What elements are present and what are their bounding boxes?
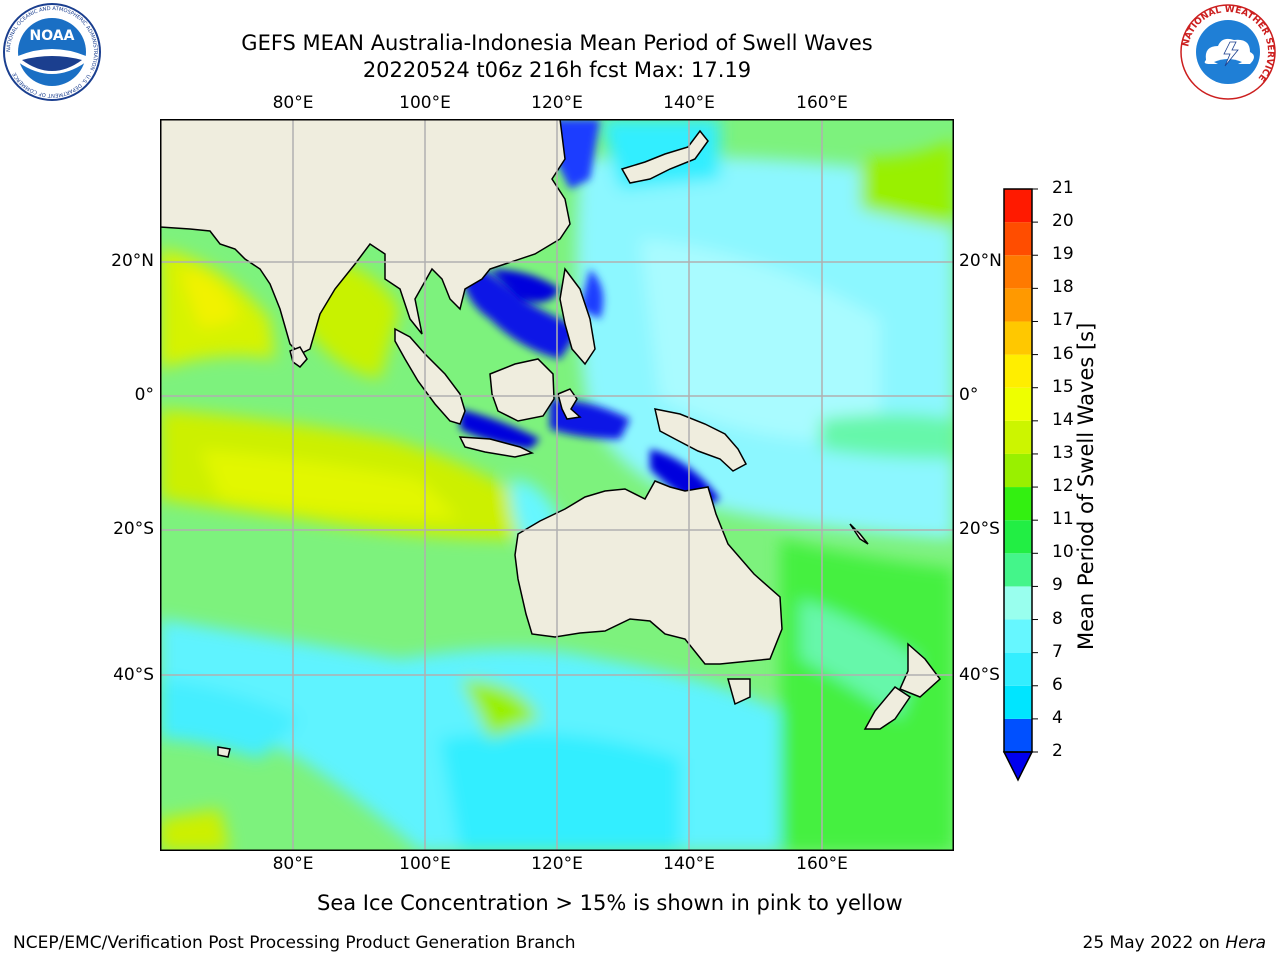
colorbar-swatch [1004,288,1032,322]
colorbar-level-label: 2 [1052,741,1063,761]
colorbar-swatch [1004,321,1032,355]
colorbar-swatch [1004,520,1032,554]
lat-tick-right-40s: 40°S [959,665,1000,685]
colorbar-swatch [1004,453,1032,488]
noaa-logo: NOAA NATIONAL OCEANIC AND ATMOSPHERIC AD… [2,2,102,102]
colorbar-level-label: 19 [1052,244,1074,265]
nz-north-island [898,642,942,698]
colorbar-level-label: 7 [1052,641,1063,662]
java [458,436,535,458]
lat-tick-right-20s: 20°S [959,519,1000,539]
colorbar-swatch [1004,619,1032,653]
philippines [559,267,596,366]
colorbar-level-label: 16 [1052,343,1074,364]
colorbar-level-label: 6 [1052,674,1063,695]
colorbar-tick-labels: 2 4 6 7 8 9 10 11 12 13 14 15 16 17 18 19 20 21 [1052,0,1092,960]
colorbar-level-label: 14 [1052,409,1074,430]
colorbar-level-label: 10 [1052,542,1074,563]
lon-tick-top-80e: 80°E [272,93,314,113]
footer-date: 25 May 2022 on [1082,933,1226,953]
colorbar-swatch [1004,685,1032,719]
colorbar-under-triangle [1002,751,1034,782]
lon-tick-bottom-100e: 100°E [399,854,451,874]
footer-right: 25 May 2022 on Hera [1083,933,1267,953]
colorbar-level-label: 9 [1052,575,1063,596]
map-area[interactable] [160,119,954,851]
map-frame [160,119,954,851]
nws-logo: NATIONAL WEATHER SERVICE [1178,2,1278,102]
lon-tick-top-120e: 120°E [531,93,583,113]
borneo [489,358,555,422]
asia-landmass [160,119,571,355]
colorbar-swatch [1004,487,1032,521]
new-guinea [654,408,748,472]
colorbar-level-label: 8 [1052,608,1063,629]
colorbar-level-label: 21 [1052,178,1074,198]
nz-south-island [863,686,912,730]
lat-tick-left-0: 0° [134,385,154,405]
colorbar-level-label: 13 [1052,442,1074,463]
colorbar-swatch [1004,718,1032,752]
kerguelen [217,746,231,758]
lat-tick-right-0: 0° [959,385,979,405]
colorbar-swatches [1002,188,1038,782]
colorbar-label: Mean Period of Swell Waves [s] [1074,322,1098,650]
japan [620,129,709,184]
colorbar-swatch [1004,586,1032,620]
lat-tick-left-40s: 40°S [113,665,154,685]
swell-period-map [160,119,954,851]
lon-tick-bottom-80e: 80°E [272,854,314,874]
map-title-line2: 20220524 t06z 216h fcst Max: 17.19 [362,58,752,82]
lon-tick-top-140e: 140°E [663,93,715,113]
lon-tick-top-160e: 160°E [796,93,848,113]
swell-field [160,119,954,851]
australia [514,480,783,665]
colorbar-swatch [1004,189,1032,223]
noaa-logo-text: NOAA [30,28,75,44]
colorbar-swatch [1004,255,1032,289]
lat-tick-left-20s: 20°S [113,519,154,539]
lat-tick-right-20n: 20°N [959,251,1002,271]
footer-host: Hera [1225,933,1266,953]
lon-tick-bottom-140e: 140°E [663,854,715,874]
colorbar-swatch [1004,387,1032,421]
colorbar-swatch [1004,652,1032,686]
lat-tick-left-20n: 20°N [111,251,154,271]
colorbar [1000,187,1040,787]
map-title-line1: GEFS MEAN Australia-Indonesia Mean Perio… [241,31,873,55]
colorbar-level-label: 11 [1052,509,1074,530]
colorbar-swatch [1004,420,1032,454]
colorbar-level-label: 20 [1052,211,1074,232]
tasmania [727,678,751,706]
graticule [160,119,954,851]
sea-ice-caption: Sea Ice Concentration > 15% is shown in … [317,891,903,915]
colorbar-swatch [1004,222,1032,256]
lon-tick-top-100e: 100°E [399,93,451,113]
colorbar-level-label: 17 [1052,310,1074,331]
land [160,119,942,758]
colorbar-swatch [1004,354,1032,388]
colorbar-frame [1003,188,1033,753]
colorbar-level-label: 18 [1052,277,1074,298]
lon-tick-bottom-160e: 160°E [796,854,848,874]
colorbar-level-label: 4 [1052,707,1063,728]
colorbar-level-label: 12 [1052,476,1074,497]
footer-left: NCEP/EMC/Verification Post Processing Pr… [13,933,576,953]
lon-tick-bottom-120e: 120°E [531,854,583,874]
colorbar-level-label: 15 [1052,376,1074,397]
colorbar-swatch [1004,553,1032,587]
